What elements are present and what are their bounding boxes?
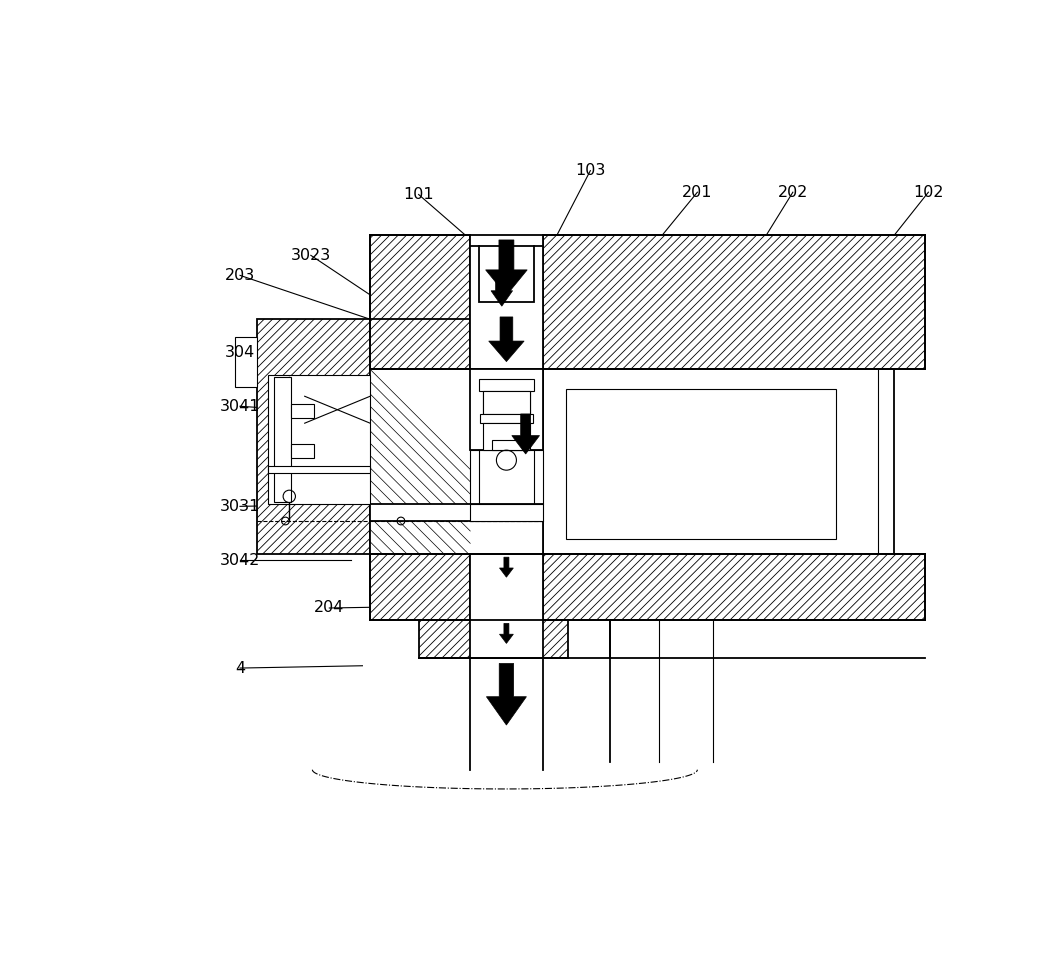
- Bar: [257, 320, 370, 554]
- Bar: [480, 378, 534, 391]
- Text: 3031: 3031: [220, 499, 260, 514]
- Text: 3023: 3023: [291, 248, 331, 263]
- Bar: [484, 391, 530, 414]
- Bar: [291, 404, 314, 418]
- Polygon shape: [500, 623, 514, 643]
- Bar: [370, 370, 543, 554]
- Bar: [480, 246, 534, 301]
- Bar: [470, 450, 543, 504]
- Bar: [470, 234, 543, 370]
- Bar: [236, 337, 257, 387]
- Text: 102: 102: [914, 184, 943, 200]
- Text: 4: 4: [234, 660, 245, 676]
- Bar: [370, 554, 470, 619]
- Bar: [291, 444, 314, 458]
- Bar: [567, 389, 836, 539]
- Text: 202: 202: [778, 184, 808, 200]
- Bar: [370, 234, 470, 370]
- Polygon shape: [500, 557, 514, 577]
- Text: 3041: 3041: [220, 398, 260, 414]
- Polygon shape: [511, 414, 540, 454]
- Bar: [481, 414, 534, 423]
- Bar: [267, 375, 370, 504]
- Polygon shape: [486, 240, 527, 296]
- Bar: [470, 370, 543, 450]
- Bar: [370, 504, 543, 521]
- Text: 304: 304: [225, 345, 255, 360]
- Bar: [484, 423, 530, 450]
- Text: 3042: 3042: [220, 553, 260, 567]
- Bar: [470, 619, 543, 658]
- Bar: [267, 466, 370, 473]
- Bar: [419, 619, 568, 658]
- Bar: [274, 377, 291, 502]
- Bar: [470, 504, 543, 521]
- Polygon shape: [486, 663, 526, 725]
- Polygon shape: [491, 276, 512, 306]
- Text: 101: 101: [403, 187, 434, 202]
- Bar: [470, 554, 543, 619]
- Text: 103: 103: [575, 163, 606, 179]
- Text: 203: 203: [225, 268, 255, 283]
- Polygon shape: [489, 317, 524, 362]
- Bar: [543, 554, 924, 619]
- Bar: [370, 320, 470, 370]
- Bar: [543, 370, 893, 554]
- Bar: [543, 234, 924, 370]
- Text: 201: 201: [682, 184, 713, 200]
- Bar: [492, 440, 522, 450]
- Text: 204: 204: [314, 601, 345, 615]
